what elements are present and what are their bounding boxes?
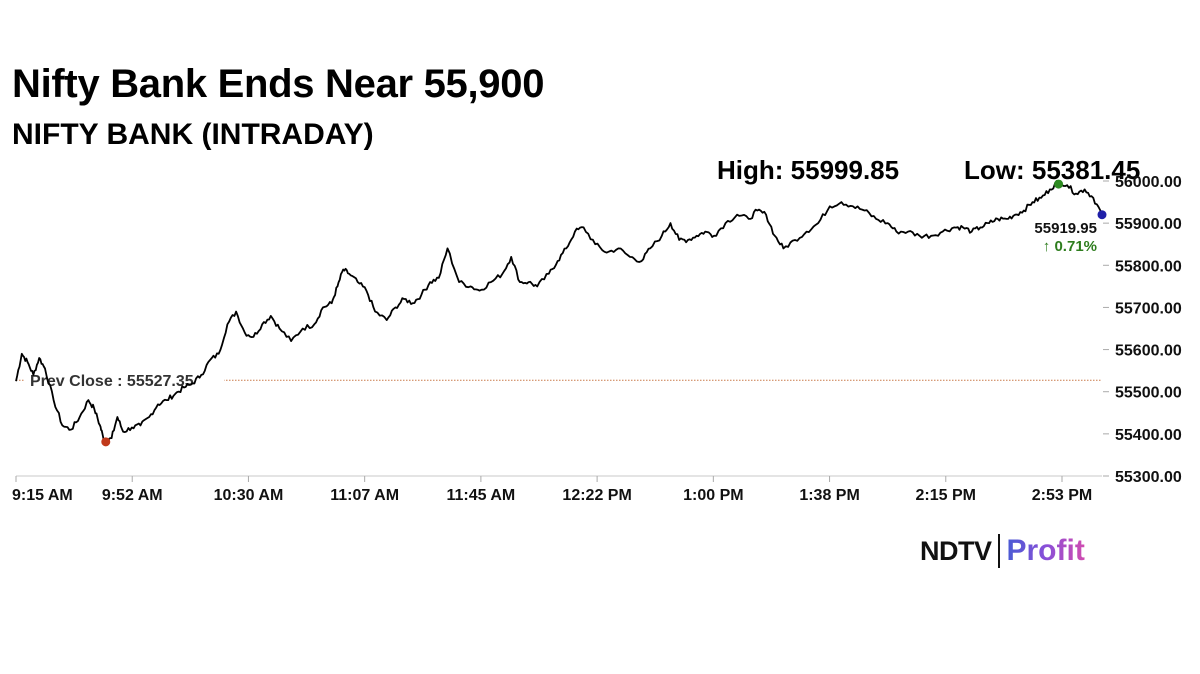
- chart-title: Nifty Bank Ends Near 55,900: [12, 62, 545, 106]
- price-line: [15, 180, 1103, 445]
- x-tick-label: 9:15 AM: [12, 487, 73, 504]
- ndtv-profit-logo: NDTV Profit: [920, 533, 1085, 569]
- logo-profit-text: Profit: [1006, 534, 1085, 567]
- low-marker: [101, 437, 111, 447]
- change-percent-label: ↑ 0.71%: [1043, 238, 1097, 255]
- x-tick-label: 11:45 AM: [446, 487, 515, 504]
- high-marker: [1054, 179, 1064, 189]
- x-tick-label: 1:38 PM: [799, 487, 859, 504]
- y-tick-label: 55300.00: [1115, 469, 1182, 486]
- x-tick-label: 2:15 PM: [916, 487, 976, 504]
- x-axis: 9:15 AM 9:52 AM 10:30 AM 11:07 AM 11:45 AM 12…: [12, 475, 1102, 504]
- logo-divider: [997, 534, 1000, 568]
- last-price-label: 55919.95: [1034, 220, 1097, 237]
- series-group: [15, 180, 1103, 445]
- y-tick-label: 55700.00: [1115, 300, 1182, 317]
- x-tick-label: 1:00 PM: [683, 487, 743, 504]
- logo-ndtv-text: NDTV: [920, 535, 992, 566]
- y-tick-label: 55900.00: [1115, 216, 1182, 233]
- low-stat: Low: 55381.45: [964, 155, 1141, 185]
- y-tick-label: 55400.00: [1115, 427, 1182, 444]
- y-tick-label: 55600.00: [1115, 343, 1182, 360]
- prev-close-label-bg: [24, 369, 224, 392]
- x-tick-label: 12:22 PM: [562, 487, 631, 504]
- prev-close-label: Prev Close : 55527.35: [30, 373, 194, 390]
- x-tick-label: 2:53 PM: [1032, 487, 1092, 504]
- y-tick-label: 55500.00: [1115, 385, 1182, 402]
- y-tick-label: 56000.00: [1115, 174, 1182, 191]
- chart-subtitle: NIFTY BANK (INTRADAY): [12, 118, 374, 151]
- high-stat: High: 55999.85: [717, 155, 900, 185]
- last-price-marker: [1097, 210, 1107, 220]
- x-tick-label: 10:30 AM: [214, 487, 284, 504]
- x-tick-label: 11:07 AM: [330, 487, 399, 504]
- y-axis: 55300.00 55400.00 55500.00 55600.00 55700.00…: [1103, 174, 1182, 486]
- annotations: 55919.95↑ 0.71%: [101, 179, 1107, 447]
- x-tick-label: 9:52 AM: [102, 487, 163, 504]
- prev-close-group: Prev Close : 55527.35: [16, 369, 1102, 392]
- y-tick-label: 55800.00: [1115, 258, 1182, 275]
